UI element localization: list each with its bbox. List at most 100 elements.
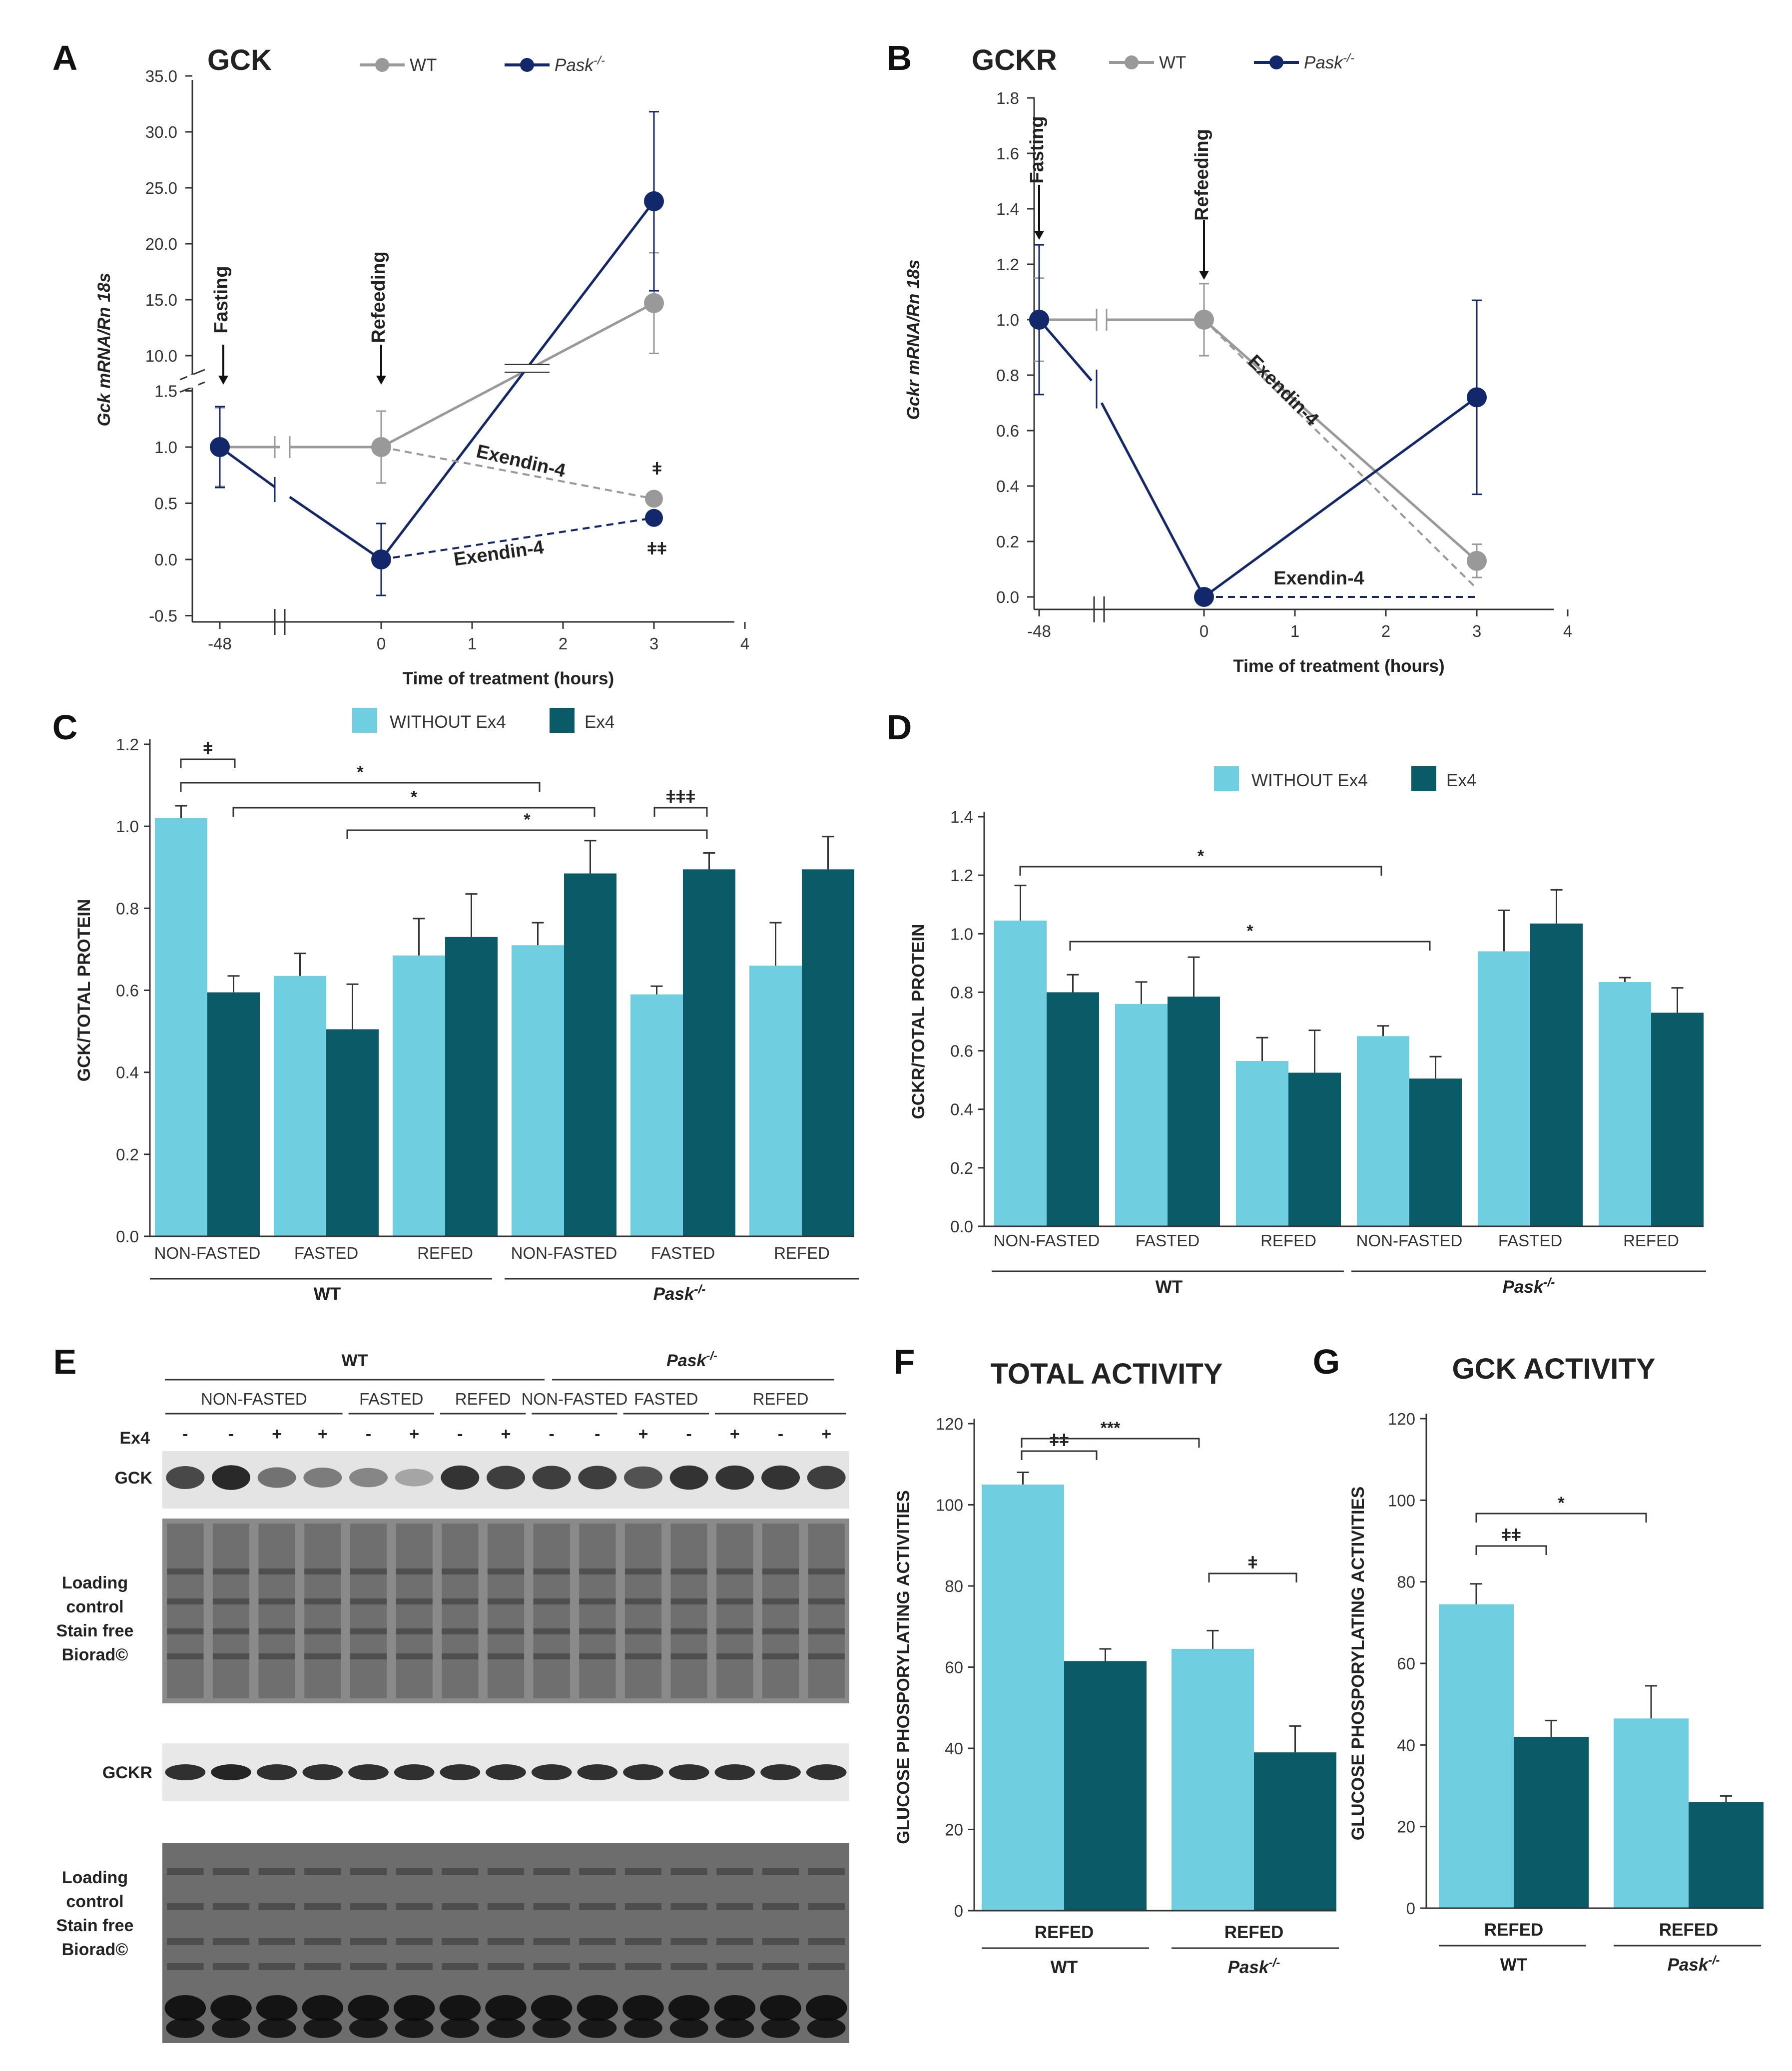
blot-loading-1-band	[442, 1653, 479, 1659]
blot-loading-2-band	[304, 1903, 341, 1910]
blot-loading-1-band	[304, 1568, 341, 1574]
blot-loading-1-band	[670, 1653, 707, 1659]
marker-Pask-/-	[1467, 387, 1487, 408]
blot-row-label-loading-1: Loading	[62, 1573, 128, 1592]
blot-loading-1-lane	[350, 1524, 387, 1698]
blot-loading-2-band	[670, 1938, 707, 1945]
legend-wt-A-label: WT	[410, 55, 437, 75]
category-label-D: REFED	[1623, 1231, 1679, 1250]
group-label-wt-G: WT	[1500, 1955, 1527, 1975]
blot-condition-label: NON-FASTED	[522, 1390, 628, 1408]
annotation-exendin-pask-B: Exendin-4	[1273, 568, 1364, 589]
blot-loading-2-band	[167, 1868, 204, 1875]
series-line-WT Exendin-4	[381, 446, 654, 500]
blot-loading-2-band	[442, 1868, 479, 1875]
blot-loading-2-band	[350, 1938, 387, 1945]
blot-loading-2-dark-band	[303, 2018, 342, 2038]
blot-loading-2-dark-band	[760, 1995, 801, 2021]
blot-gckr-band	[806, 1764, 847, 1780]
legend-swatch-without-D	[1214, 766, 1239, 791]
blot-loading-1-band	[212, 1568, 250, 1574]
x-tick-label-B: 3	[1472, 622, 1481, 640]
y-tick-label-B: 1.8	[996, 89, 1019, 107]
blot-ex4-sign: -	[778, 1425, 783, 1444]
blot-loading-1-lane	[716, 1524, 753, 1698]
bar-without-ex4-D	[1478, 951, 1530, 1226]
sig-bracket-C-4-label: *	[524, 810, 531, 829]
blot-loading-2-band	[716, 1938, 753, 1945]
blot-loading-2-dark-band	[212, 2018, 250, 2038]
y-tick-label-F: 20	[945, 1821, 963, 1839]
panel-letter-C: C	[52, 708, 78, 747]
blot-loading-1-band	[716, 1628, 753, 1634]
blot-loading-2-band	[808, 1963, 845, 1970]
bar-without-ex4-D	[1599, 982, 1651, 1226]
blot-loading-2-dark-band	[164, 1995, 206, 2021]
blot-ex4-sign: +	[501, 1425, 511, 1444]
sig-A-wt: ǂ	[652, 460, 662, 479]
bar-ex4-D	[1530, 923, 1583, 1226]
blot-loading-1-lane	[304, 1524, 341, 1698]
sig-bracket-C-4	[346, 829, 708, 839]
y-tick-label-A: -0.5	[149, 607, 177, 625]
marker-WT Exendin-4	[645, 490, 663, 508]
series-line-Pask-/-	[1203, 396, 1478, 598]
blot-loading-1-band	[258, 1628, 295, 1634]
sig-bracket-F-1	[1021, 1450, 1098, 1460]
blot-row-label-loading-2: Biorad©	[62, 1940, 128, 1959]
x-tick-label-A: 4	[740, 634, 749, 653]
blot-loading-2-band	[396, 1938, 433, 1945]
panel-e: E WT Pask-/- NON-FASTED FASTED REFED NON-FASTE…	[53, 1342, 849, 2043]
y-tick-label-F: 120	[936, 1415, 963, 1433]
blot-loading-1-band	[304, 1628, 341, 1634]
blot-loading-1-lane	[533, 1524, 570, 1698]
blot-loading-1-band	[533, 1598, 570, 1604]
panel-letter-G: G	[1313, 1342, 1340, 1381]
y-tick-label-C: 0.4	[116, 1063, 139, 1082]
blot-gckr-band	[486, 1764, 526, 1780]
blot-loading-2-dark-band	[348, 1995, 389, 2021]
category-label-D: REFED	[1260, 1231, 1316, 1250]
blot-loading-2-band	[350, 1963, 387, 1970]
y-tick-label-A: 15.0	[145, 291, 177, 309]
blot-loading-2-band	[670, 1903, 707, 1910]
blot-gck-band	[807, 1466, 846, 1490]
sig-bracket-C-3-label: *	[411, 788, 418, 807]
y-tick-label-A: 20.0	[145, 235, 177, 253]
blot-loading-1-band	[762, 1628, 799, 1634]
y-tick-label-D: 0.8	[950, 983, 973, 1002]
blot-condition-label: FASTED	[634, 1390, 698, 1408]
blot-loading-2-band	[487, 1963, 525, 1970]
bar-without-ex4-D	[1236, 1061, 1288, 1226]
bar-ex4-C	[564, 873, 616, 1236]
blot-loading-2-band	[304, 1868, 341, 1875]
blot-loading-2-dark-band	[532, 2018, 571, 2038]
y-tick-label-D: 0.6	[950, 1042, 973, 1060]
marker-Pask-/-	[1029, 310, 1049, 330]
bar-ex4-G	[1514, 1737, 1589, 1908]
blot-loading-2-dark-band	[624, 2018, 662, 2038]
blot-loading-2-dark-band	[805, 1995, 847, 2021]
x-tick-label-B: -48	[1027, 622, 1051, 640]
blot-loading-2-band	[258, 1963, 295, 1970]
blot-loading-2-band	[533, 1938, 570, 1945]
annotation-exendin-pask-A: Exendin-4	[452, 537, 545, 570]
blot-loading-1-band	[670, 1598, 707, 1604]
blot-loading-1-band	[396, 1568, 433, 1574]
x-tick-label-A: 2	[559, 634, 568, 653]
blot-loading-1-band	[442, 1598, 479, 1604]
blot-loading-2-band	[212, 1868, 250, 1875]
blot-loading-1-band	[808, 1598, 845, 1604]
sig-bracket-G-1-label: ǂǂ	[1501, 1526, 1521, 1545]
x-tick-label-B: 1	[1290, 622, 1299, 640]
blot-loading-1-band	[624, 1628, 662, 1634]
x-axis-title-B: Time of treatment (hours)	[1233, 656, 1444, 676]
blot-loading-2-band	[396, 1868, 433, 1875]
sig-bracket-D-2-label: *	[1246, 922, 1253, 941]
annotation-fasting-B: Fasting	[1027, 116, 1048, 183]
blot-loading-2-dark-band	[441, 2018, 480, 2038]
blot-gck-band	[349, 1468, 388, 1488]
blot-loading-1-band	[442, 1628, 479, 1634]
y-tick-label-B: 1.2	[996, 255, 1019, 274]
